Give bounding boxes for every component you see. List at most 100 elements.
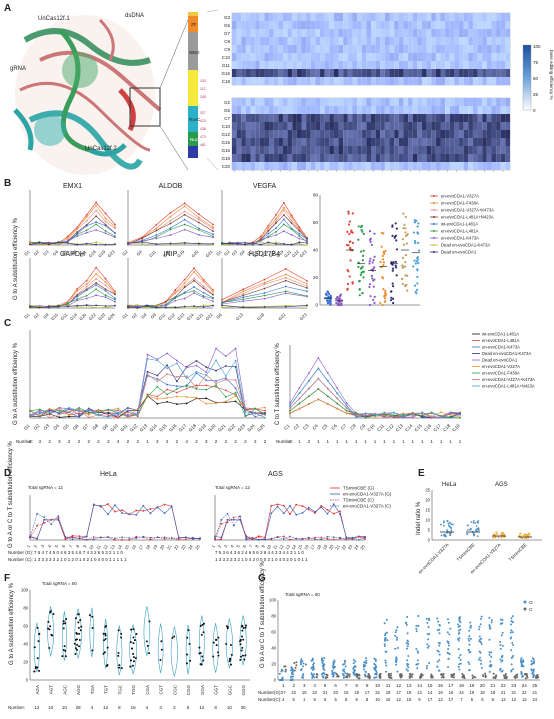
f-number: 12	[34, 705, 40, 710]
g-dot-g	[520, 672, 523, 675]
b-dot-y-tick: 0	[315, 303, 318, 308]
heatmap-cell	[412, 98, 418, 106]
g-dot-g	[341, 672, 344, 675]
c-right-point	[364, 415, 367, 418]
b-data-point	[66, 240, 69, 243]
e-dot	[446, 520, 449, 523]
c-left-x-tick: G20	[207, 423, 217, 433]
heatmap-cell	[301, 154, 307, 162]
g-dot-g	[438, 632, 441, 635]
b-data-point	[76, 293, 79, 296]
c-left-point	[224, 355, 227, 358]
g-dot-g	[458, 617, 461, 620]
g-dot-g	[343, 659, 346, 662]
g-dot-g	[479, 623, 482, 626]
heatmap-cell	[320, 146, 325, 154]
g-number-g: 15	[344, 690, 349, 695]
b-data-point	[282, 218, 285, 221]
heatmap-cell	[255, 154, 260, 162]
b-chart-title: ALDOB	[159, 183, 183, 190]
heatmap-cell	[435, 69, 441, 77]
f-x-label: CGA	[145, 685, 150, 695]
g-dot-c	[411, 673, 414, 676]
heatmap-cell	[301, 45, 307, 53]
g-dot-g	[384, 634, 387, 637]
b-data-point	[85, 289, 88, 292]
g-dot-c	[536, 673, 539, 676]
g-number-g: 20	[333, 690, 338, 695]
b-data-point	[212, 233, 214, 236]
g-dot-g	[509, 623, 512, 626]
heatmap-cell	[496, 21, 501, 29]
heatmap-cell	[389, 98, 395, 106]
heatmap-row-label: G11	[222, 63, 231, 68]
b-x-tick: G2	[121, 249, 129, 257]
d-ags-point	[276, 536, 279, 539]
heatmap-cell	[273, 98, 279, 106]
heatmap-cell	[264, 21, 270, 29]
d-ags-point	[257, 535, 260, 538]
heatmap-cell	[338, 106, 344, 114]
heatmap-cell	[301, 13, 307, 21]
g-dot-g	[520, 672, 523, 675]
b-data-point	[228, 243, 231, 246]
heatmap-cell	[445, 69, 450, 77]
b-dot	[402, 243, 406, 246]
heatmap-cell	[333, 130, 339, 138]
heatmap-cell	[269, 77, 274, 85]
c-right-point	[307, 403, 310, 405]
c-right-number: 1	[393, 439, 396, 444]
g-dot-c	[357, 677, 360, 680]
heatmap-cell	[343, 45, 348, 53]
g-dot-c	[336, 674, 339, 677]
b-data-point	[76, 298, 79, 301]
f-number: 2	[173, 705, 176, 710]
g-dot-g	[278, 679, 281, 681]
g-x-tick: 16	[438, 683, 444, 688]
f-dot	[38, 633, 41, 636]
c-left-point	[264, 409, 266, 412]
g-dot-g	[415, 647, 418, 650]
heatmap-cell	[366, 130, 371, 138]
b-data-point	[66, 300, 69, 303]
c-right-point	[392, 414, 395, 417]
g-dot-g	[395, 629, 398, 632]
heatmap-cell	[463, 154, 469, 162]
b-data-point	[47, 242, 50, 245]
b-data-point	[164, 301, 167, 303]
b-data-point	[127, 304, 129, 307]
c-left-point	[166, 393, 168, 396]
heatmap-cell	[292, 61, 297, 69]
heatmap-cell	[454, 77, 460, 85]
c-right-point	[374, 414, 376, 417]
f-x-label: CGC	[172, 684, 177, 695]
f-number: 3	[159, 705, 162, 710]
b-dot	[357, 238, 360, 241]
b-data-point	[183, 286, 186, 289]
g-dot-g	[406, 640, 409, 643]
c-right-x-tick: C10	[366, 423, 376, 433]
heatmap-cell	[394, 98, 399, 106]
g-dot-g	[499, 644, 502, 647]
b-data-point	[263, 294, 266, 297]
heatmap-cell	[472, 114, 478, 122]
g-number-g: 21	[532, 690, 537, 695]
f-dot	[189, 659, 192, 662]
heatmap-cell	[435, 98, 441, 106]
heatmap-cell	[389, 69, 395, 77]
heatmap-cell	[472, 146, 478, 154]
c-left-point	[29, 415, 31, 418]
c-left-point	[234, 400, 237, 403]
heatmap-cell	[343, 13, 348, 21]
b-data-point	[197, 216, 200, 219]
g-dot-g	[500, 656, 503, 659]
g-dot-g	[428, 619, 431, 622]
d-ags-point	[351, 538, 354, 540]
b-x-tick: G6	[61, 249, 69, 257]
b-data-point	[38, 242, 41, 244]
heatmap-cell	[324, 21, 330, 29]
g-dot-c	[523, 673, 526, 676]
heatmap-cell	[343, 114, 348, 122]
b-chart-title: EMX1	[63, 183, 82, 190]
g-dot-g	[395, 636, 398, 639]
